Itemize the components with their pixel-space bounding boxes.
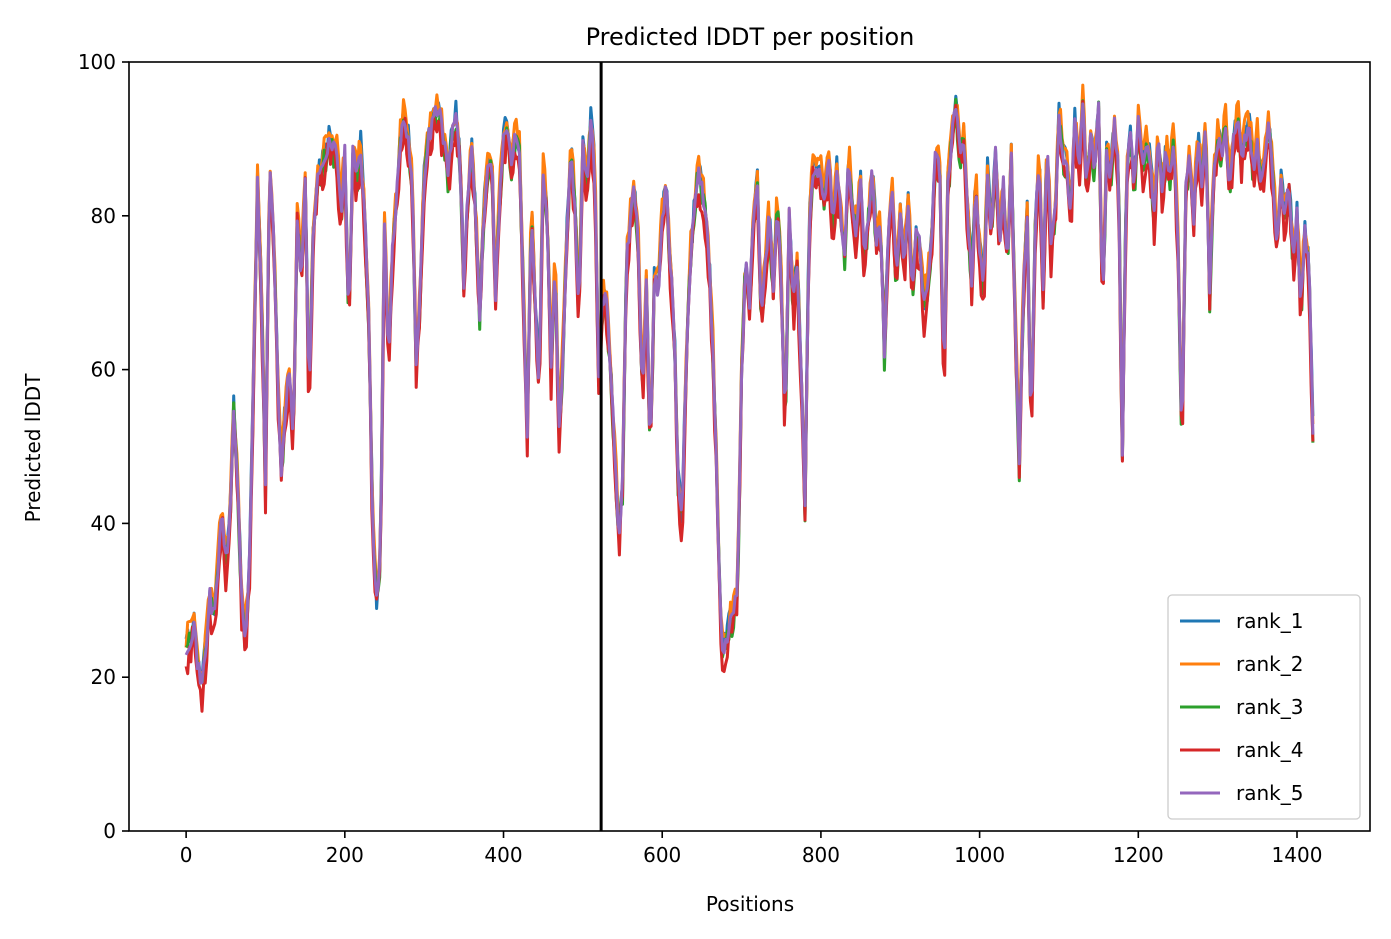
legend-label-rank_4: rank_4	[1236, 738, 1303, 762]
y-tick-label: 20	[91, 665, 116, 689]
y-axis: 0 20 40 60 80 100	[78, 50, 129, 843]
x-tick-label: 1400	[1272, 843, 1323, 867]
x-axis-title: Positions	[706, 892, 794, 916]
legend-label-rank_3: rank_3	[1236, 695, 1303, 719]
plot-frame	[128, 61, 1371, 832]
y-tick-label: 0	[103, 819, 116, 843]
x-tick-label: 800	[802, 843, 840, 867]
x-tick-label: 1000	[954, 843, 1005, 867]
chart-title: Predicted lDDT per position	[586, 23, 915, 51]
series-layer	[184, 83, 1315, 713]
legend: rank_1 rank_2 rank_3 rank_4 rank_5	[1167, 594, 1361, 820]
legend-label-rank_5: rank_5	[1236, 781, 1303, 805]
x-tick-label: 1200	[1113, 843, 1164, 867]
legend-label-rank_2: rank_2	[1236, 652, 1303, 676]
y-axis-title: Predicted lDDT	[21, 373, 45, 523]
x-axis: 0 200 400 600 800 1000 1200 1400	[180, 831, 1323, 867]
x-tick-label: 600	[643, 843, 681, 867]
series-line-rank_5	[184, 101, 1315, 685]
y-tick-label: 40	[91, 511, 116, 535]
x-tick-label: 400	[484, 843, 522, 867]
y-tick-label: 60	[91, 358, 116, 382]
legend-label-rank_1: rank_1	[1236, 609, 1303, 633]
y-tick-label: 100	[78, 50, 116, 74]
x-tick-label: 0	[180, 843, 193, 867]
legend-box	[1167, 594, 1361, 820]
x-tick-label: 200	[326, 843, 364, 867]
y-tick-label: 80	[91, 204, 116, 228]
